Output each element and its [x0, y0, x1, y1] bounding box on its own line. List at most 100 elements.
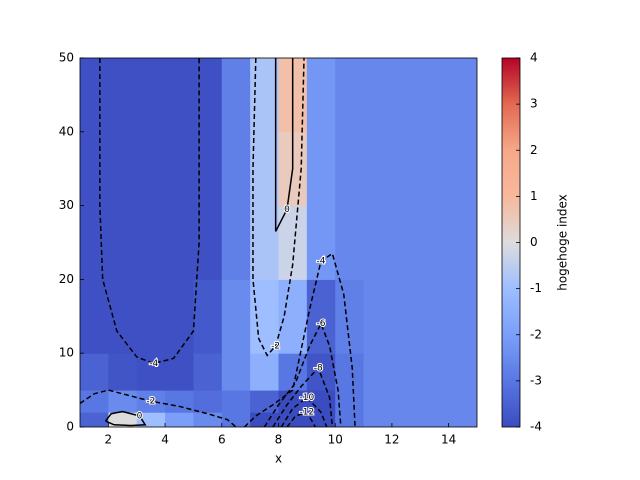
heatmap-cell [306, 205, 336, 280]
contour-line [243, 252, 356, 427]
contour-label: -12 [300, 408, 315, 418]
heatmap-cell [306, 353, 336, 391]
heatmap-cell [335, 353, 365, 391]
colorbar-tick-label: -2 [530, 327, 542, 341]
heatmap-cell [363, 390, 393, 413]
heatmap-cell [80, 390, 109, 413]
heatmap-cell [193, 390, 223, 413]
heatmap-cell [363, 131, 393, 207]
y-tick-label: 20 [59, 272, 74, 286]
heatmap-cell [250, 205, 279, 280]
heatmap-cell [363, 279, 393, 354]
heatmap-cell [448, 353, 477, 391]
heatmap-cell [420, 390, 450, 413]
heatmap-cell [335, 205, 365, 280]
colorbar-label: hogehoge index [556, 194, 570, 291]
contour-line [274, 58, 294, 232]
y-tick-label: 0 [66, 420, 74, 434]
colorbar-tick-label: -1 [530, 281, 542, 295]
heatmap-cell [420, 412, 450, 427]
heatmap-cell [108, 412, 138, 427]
heatmap-cell [108, 205, 138, 280]
heatmap-cell [420, 353, 450, 391]
colorbar-tick-label: 2 [530, 143, 538, 157]
heatmap-cell [136, 58, 166, 133]
x-tick-label: 8 [275, 433, 283, 447]
contour-label: -8 [314, 363, 323, 373]
contour-line [99, 58, 200, 365]
heatmap-cell [165, 205, 194, 280]
contour-label: 0 [137, 411, 143, 421]
heatmap-cell [391, 412, 421, 427]
colorbar-tick-label: -4 [530, 420, 542, 434]
heatmap-cell [391, 353, 421, 391]
heatmap-cell [193, 279, 223, 354]
heatmap-cell [335, 58, 365, 133]
contours: -4-20-20-4-6-8-10-12 [80, 58, 356, 427]
colorbar-tick-label: 0 [530, 235, 538, 249]
heatmap-cell [448, 205, 477, 280]
heatmap-cell [363, 205, 393, 280]
x-tick-label: 12 [384, 433, 399, 447]
heatmap-cell [193, 131, 223, 207]
heatmap-cell [250, 131, 279, 207]
heatmap-cell [80, 279, 109, 354]
heatmap-cell [420, 205, 450, 280]
y-tick-label: 10 [59, 346, 74, 360]
heatmap-cell [391, 131, 421, 207]
heatmap-cell [420, 58, 450, 133]
heatmap-cell [108, 131, 138, 207]
heatmap-cell [335, 412, 365, 427]
x-tick-label: 10 [328, 433, 343, 447]
x-tick-label: 2 [105, 433, 113, 447]
heatmap-cell [363, 412, 393, 427]
x-tick-label: 14 [441, 433, 456, 447]
heatmap-cell [448, 58, 477, 133]
heatmap-cell [420, 279, 450, 354]
heatmap-cell [165, 353, 194, 391]
heatmap-cell [391, 279, 421, 354]
heatmap-cell [221, 205, 251, 280]
heatmap-cell [306, 412, 336, 427]
heatmap-cell [80, 205, 109, 280]
heatmap-cell [136, 279, 166, 354]
heatmap-cell [193, 412, 223, 427]
heatmap-cell [221, 58, 251, 133]
colorbar-tick-label: -3 [530, 373, 542, 387]
contour-line [286, 411, 317, 427]
contour-label: -4 [317, 256, 326, 266]
heatmap-cell [136, 205, 166, 280]
contour-label: -2 [146, 397, 155, 407]
heatmap-cell [448, 412, 477, 427]
heatmap-cell [221, 131, 251, 207]
heatmap-cell [306, 58, 336, 133]
y-tick-label: 40 [59, 124, 74, 138]
heatmap-cell [250, 412, 279, 427]
heatmap-cell [165, 390, 194, 413]
heatmap-cell [80, 131, 109, 207]
heatmap-cell [108, 353, 138, 391]
colorbar-tick-label: 3 [530, 97, 538, 111]
heatmap-cell [420, 131, 450, 207]
contour-label: -6 [317, 319, 326, 329]
x-tick-label: 4 [161, 433, 169, 447]
contour-label: -10 [300, 393, 315, 403]
heatmap-cell [193, 353, 223, 391]
contour-line [104, 410, 147, 427]
heatmap-cell [250, 279, 279, 354]
contour-line [80, 389, 237, 427]
heatmap-cell [165, 279, 194, 354]
x-axis-label: x [275, 452, 282, 466]
heatmap-cell [250, 353, 279, 391]
heatmap-cell [165, 131, 194, 207]
heatmap-cell [278, 279, 308, 354]
heatmap-cell [136, 131, 166, 207]
contour-line [280, 396, 328, 427]
heatmap [80, 58, 477, 427]
contour-label: -4 [149, 359, 158, 369]
heatmap-cell [221, 412, 251, 427]
colorbar-tick-label: 4 [530, 51, 538, 65]
heatmap-cell [448, 279, 477, 354]
heatmap-cell [221, 279, 251, 354]
